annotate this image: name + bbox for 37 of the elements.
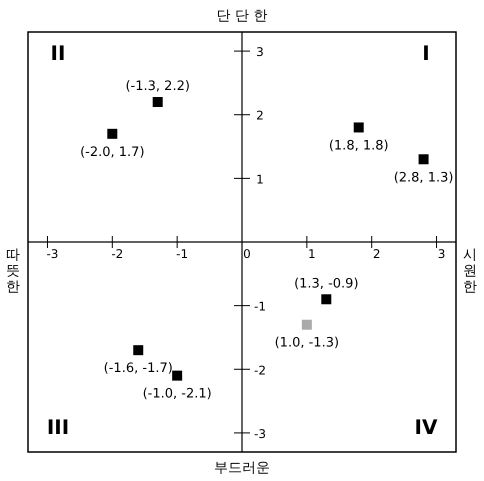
data-label: (-2.0, 1.7) [80, 144, 145, 160]
annotation: I [422, 41, 430, 65]
point [152, 97, 163, 107]
y-tick-label: 3 [256, 45, 264, 60]
point [354, 122, 364, 132]
data-label: (1.3, -0.9) [294, 276, 359, 292]
x-tick-label: 1 [308, 247, 316, 261]
text: 부드러운 [214, 460, 270, 476]
x-tick-label: 0 [243, 247, 251, 261]
data-label: (1.8, 1.8) [328, 138, 389, 154]
data-label: (-1.0, -2.1) [142, 386, 212, 402]
data-label: (2.8, 1.3) [394, 170, 454, 186]
text: 단 단 한 [216, 8, 268, 24]
point [133, 345, 144, 356]
x-tick-label: 3 [438, 247, 446, 261]
y-tick-label: -3 [254, 426, 266, 441]
point [172, 370, 182, 381]
y-tick-label: -2 [254, 363, 266, 378]
data-label: (-1.6, -1.7) [104, 361, 173, 376]
text: 따뜻한 [6, 247, 20, 295]
x-tick-label: -3 [46, 247, 58, 261]
point [321, 294, 332, 304]
annotation: IV [414, 415, 438, 439]
y-tick-label: 1 [256, 172, 264, 186]
data-label: (1.0, -1.3) [274, 336, 340, 351]
annotation: III [46, 415, 70, 439]
y-tick-label: 2 [256, 108, 264, 123]
point [107, 128, 118, 139]
x-tick-label: -1 [176, 247, 188, 261]
data-label: (-1.3, 2.2) [125, 79, 190, 94]
x-tick-label: 2 [372, 247, 381, 261]
text: 시원한 [463, 247, 477, 295]
point [302, 320, 312, 330]
y-tick-label: -1 [254, 300, 266, 314]
annotation: II [50, 41, 66, 65]
point [418, 154, 429, 164]
x-tick-label: -2 [111, 247, 124, 261]
